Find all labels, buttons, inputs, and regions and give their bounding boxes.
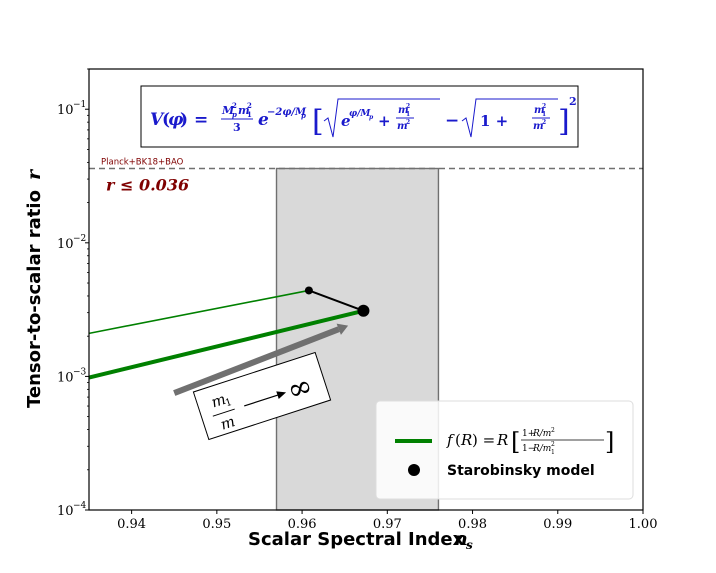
trend-arrow	[173, 326, 340, 396]
svg-text:2: 2	[542, 103, 546, 110]
svg-text:p: p	[232, 110, 237, 119]
y-tick-label: 10	[57, 370, 74, 385]
svg-text:m: m	[397, 121, 408, 132]
data-point-0	[357, 304, 370, 317]
svg-text:φ/M: φ/M	[349, 109, 371, 119]
svg-text:+: +	[378, 112, 391, 130]
svg-text:]: ]	[605, 428, 614, 456]
svg-text:m: m	[534, 105, 545, 116]
svg-text:2: 2	[551, 441, 555, 448]
svg-text:2: 2	[551, 427, 555, 434]
svg-text:2: 2	[247, 101, 252, 110]
y-tick-exponent: −2	[73, 234, 86, 244]
x-tick-label: 0.97	[373, 517, 402, 532]
svg-text:m: m	[533, 121, 544, 132]
svg-text:1 +: 1 +	[480, 112, 508, 130]
x-tick-label: 0.99	[543, 517, 572, 532]
svg-text:Scalar Spectral Index: Scalar Spectral Index	[248, 529, 465, 550]
svg-text:e: e	[258, 110, 269, 130]
svg-text:−2φ/M: −2φ/M	[267, 107, 307, 118]
y-ticks: 10−410−310−210−1	[57, 68, 89, 519]
svg-text:]: ]	[558, 104, 570, 139]
trend-arrow-head	[336, 323, 349, 335]
x-tick-label: 0.94	[117, 517, 146, 532]
svg-text:V: V	[150, 110, 165, 130]
series-line-0	[88, 308, 364, 380]
svg-text:2: 2	[542, 119, 546, 126]
svg-text:φ: φ	[168, 110, 184, 130]
legend-label-starobinsky: Starobinsky model	[447, 463, 595, 479]
svg-text:[: [	[511, 428, 520, 456]
y-tick-label: 10	[57, 103, 74, 118]
svg-text:m: m	[209, 390, 228, 412]
svg-text:(: (	[455, 431, 461, 449]
svg-text:R: R	[496, 431, 508, 449]
svg-text:m: m	[398, 105, 409, 116]
y-tick-label: 10	[57, 237, 74, 252]
y-tick-exponent: −3	[73, 367, 87, 377]
svg-text:R/m: R/m	[532, 444, 551, 454]
svg-text:2: 2	[406, 119, 410, 126]
svg-text:3: 3	[233, 121, 241, 134]
x-tick-label: 0.95	[202, 517, 231, 532]
svg-text:p: p	[301, 111, 306, 120]
y-tick-exponent: −4	[73, 501, 87, 511]
x-tick-label: 0.98	[458, 517, 487, 532]
svg-text:p: p	[369, 114, 374, 121]
y-axis-title: Tensor-to-scalar ratio r	[23, 168, 45, 408]
limit-annotation: m 1 m ∞	[192, 351, 332, 441]
svg-text:m: m	[218, 412, 237, 434]
potential-formula-box: V ( φ ) = M p 2 m 1 2 3 e −2φ/M p [ e φ/…	[140, 85, 579, 148]
svg-text:1: 1	[406, 111, 410, 118]
svg-text:) =: ) =	[180, 110, 208, 130]
series-line-2	[308, 289, 364, 312]
svg-text:R: R	[460, 431, 472, 449]
svg-text:f: f	[446, 431, 455, 449]
y-tick-label: 10	[57, 504, 74, 519]
svg-text:1: 1	[542, 111, 546, 118]
svg-text:1−: 1−	[522, 444, 535, 454]
x-tick-label: 1.00	[629, 517, 658, 532]
series-line-1	[88, 289, 310, 335]
svg-text:1: 1	[247, 110, 252, 119]
y-tick-exponent: −1	[73, 100, 86, 110]
svg-text:n: n	[454, 528, 468, 550]
svg-text:R/m: R/m	[532, 429, 551, 439]
x-axis-title: Scalar Spectral Index n s	[248, 528, 473, 552]
series-layer	[88, 286, 370, 380]
svg-text:m: m	[238, 104, 250, 117]
svg-text:−: −	[445, 111, 459, 131]
svg-text:2: 2	[406, 103, 410, 110]
svg-text:1: 1	[551, 449, 555, 456]
data-point-1	[304, 286, 313, 295]
x-ticks: 0.94 0.95 0.96 0.97 0.98 0.99 1.00	[117, 510, 657, 532]
svg-text:Tensor-to-scalar ratio: Tensor-to-scalar ratio	[24, 190, 45, 408]
svg-text:s: s	[466, 538, 473, 552]
constraint-dataset-label: Planck+BK18+BAO	[101, 157, 184, 167]
plot-frame	[88, 68, 644, 511]
svg-text:) =: ) =	[472, 431, 495, 449]
svg-text:r: r	[23, 168, 45, 180]
svg-text:1+: 1+	[522, 429, 535, 439]
legend-swatch-starobinsky	[408, 464, 420, 476]
svg-text:e: e	[341, 112, 351, 130]
svg-text:(: (	[162, 110, 170, 130]
legend: f ( R ) = R [ 1+ R/m 2 1− R/m 1 2 ] Star…	[375, 400, 634, 500]
svg-text:[: [	[312, 104, 324, 139]
constraint-value-label: r ≤ 0.036	[106, 175, 189, 194]
svg-text:M: M	[221, 104, 235, 117]
svg-text:2: 2	[569, 95, 577, 108]
svg-text:2: 2	[232, 101, 237, 110]
svg-text:1: 1	[224, 397, 233, 409]
x-tick-label: 0.96	[288, 517, 317, 532]
